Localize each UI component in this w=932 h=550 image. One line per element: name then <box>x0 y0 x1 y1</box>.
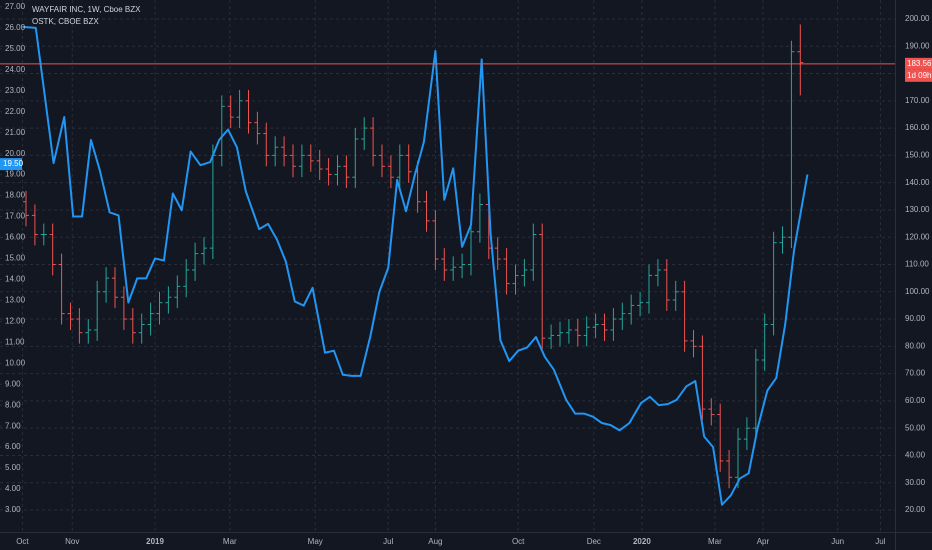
y2-tick-label: 10.00 <box>5 358 26 367</box>
y2-tick-label: 22.00 <box>5 107 26 116</box>
y-tick-label: 150.00 <box>905 150 930 159</box>
x-tick-label: Jun <box>831 537 844 546</box>
y2-tick-label: 4.00 <box>5 484 21 493</box>
countdown-box <box>905 69 932 82</box>
y-tick-label: 40.00 <box>905 451 926 460</box>
y2-tick-label: 5.00 <box>5 463 21 472</box>
x-tick-label: Nov <box>65 537 79 546</box>
y2-tick-label: 13.00 <box>5 295 26 304</box>
x-tick-label: May <box>308 537 323 546</box>
y-tick-label: 140.00 <box>905 178 930 187</box>
x-tick-label: Oct <box>512 537 525 546</box>
y-tick-label: 170.00 <box>905 96 930 105</box>
x-tick-label: Jul <box>875 537 885 546</box>
y-tick-label: 160.00 <box>905 123 930 132</box>
x-tick-label: Dec <box>587 537 601 546</box>
y-tick-label: 120.00 <box>905 232 930 241</box>
y2-tick-label: 19.00 <box>5 170 26 179</box>
y2-tick-label: 21.00 <box>5 128 26 137</box>
y-tick-label: 110.00 <box>905 260 929 269</box>
last-price-box <box>905 57 932 70</box>
y-tick-label: 190.00 <box>905 41 930 50</box>
x-tick-label: Apr <box>757 537 770 546</box>
y-tick-label: 130.00 <box>905 205 930 214</box>
y2-tick-label: 16.00 <box>5 233 26 242</box>
last-price-label: 183.56 <box>907 59 932 68</box>
x-tick-label: Jul <box>383 537 393 546</box>
y2-tick-label: 7.00 <box>5 421 21 430</box>
y-tick-label: 90.00 <box>905 314 926 323</box>
y2-tick-label: 3.00 <box>5 505 21 514</box>
y2-tick-label: 27.00 <box>5 2 26 11</box>
y2-tick-label: 25.00 <box>5 44 26 53</box>
x-tick-label: Aug <box>428 537 442 546</box>
y-tick-label: 30.00 <box>905 478 926 487</box>
y-tick-label: 60.00 <box>905 396 926 405</box>
y2-tick-label: 20.00 <box>5 149 26 158</box>
y2-tick-label: 9.00 <box>5 379 21 388</box>
y-tick-label: 200.00 <box>905 14 930 23</box>
y-tick-label: 80.00 <box>905 341 926 350</box>
legend-main[interactable]: WAYFAIR INC, 1W, Cboe BZX <box>32 5 141 14</box>
x-tick-label: Mar <box>708 537 722 546</box>
x-tick-label: 2020 <box>633 537 651 546</box>
legend-compare[interactable]: OSTK, CBOE BZX <box>32 17 99 26</box>
x-tick-label: 2019 <box>146 537 164 546</box>
y2-last-box <box>0 158 22 171</box>
y2-tick-label: 6.00 <box>5 442 21 451</box>
y2-tick-label: 8.00 <box>5 400 21 409</box>
y-tick-label: 20.00 <box>905 505 926 514</box>
y2-tick-label: 17.00 <box>5 212 26 221</box>
y2-tick-label: 12.00 <box>5 316 26 325</box>
y2-tick-label: 26.00 <box>5 23 26 32</box>
countdown-label: 1d 09h <box>907 71 931 80</box>
x-tick-label: Oct <box>16 537 29 546</box>
y2-tick-label: 14.00 <box>5 275 26 284</box>
y2-last-label: 19.50 <box>3 159 24 168</box>
y-tick-label: 70.00 <box>905 369 926 378</box>
line-series <box>22 25 809 506</box>
y2-tick-label: 23.00 <box>5 86 26 95</box>
y-tick-label: 50.00 <box>905 423 926 432</box>
y2-tick-label: 24.00 <box>5 65 26 74</box>
y2-tick-label: 18.00 <box>5 191 26 200</box>
y-tick-label: 100.00 <box>905 287 930 296</box>
y2-tick-label: 11.00 <box>5 337 25 346</box>
y2-tick-label: 15.00 <box>5 254 26 263</box>
x-tick-label: Mar <box>223 537 237 546</box>
